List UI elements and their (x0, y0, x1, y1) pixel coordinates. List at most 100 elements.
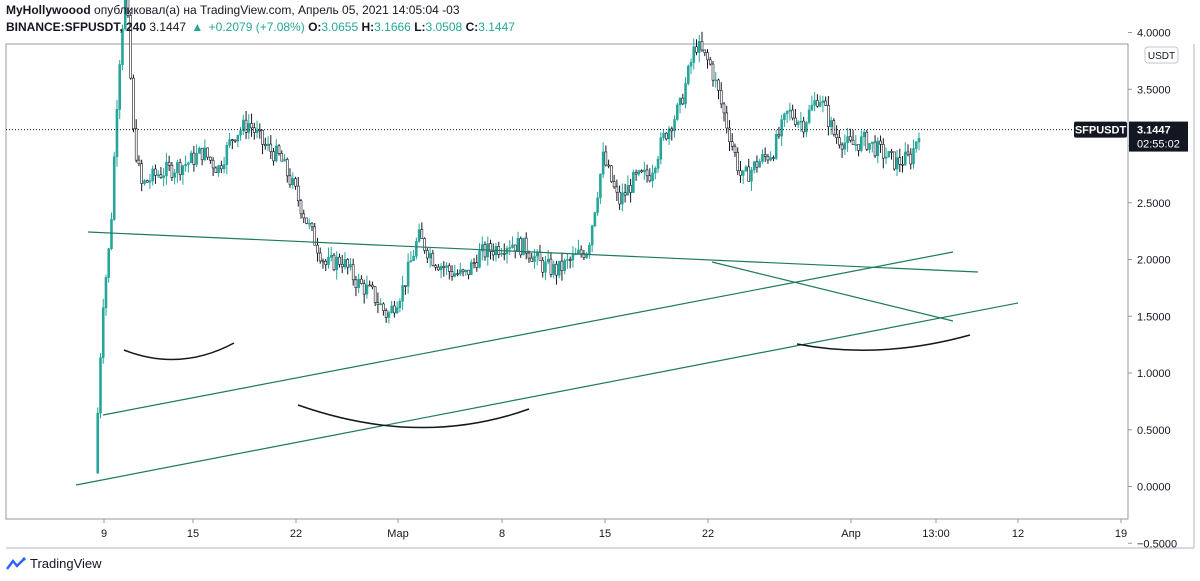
candle-up (860, 136, 863, 151)
candle-down (901, 164, 904, 166)
author-name[interactable]: MyHollywoood (6, 3, 91, 17)
candle-up (96, 412, 100, 474)
x-tick-label: 22 (290, 528, 302, 540)
candle-down (206, 147, 209, 158)
candle-down (794, 117, 797, 125)
candle-up (656, 158, 660, 169)
candle-down (220, 165, 223, 170)
x-tick-label: 8 (499, 528, 505, 540)
candle-down (700, 41, 704, 51)
close-label: C: (465, 20, 479, 34)
brand-label: TradingView (30, 556, 102, 571)
candle-up (744, 166, 748, 172)
candle-down (467, 269, 470, 276)
candle-up (692, 46, 696, 63)
candle-down (711, 63, 715, 81)
candle-up (774, 134, 778, 159)
candle-up (395, 307, 399, 314)
candle-up (187, 162, 190, 165)
curve-drawing (297, 404, 530, 429)
candle-up (412, 255, 415, 261)
candle-down (472, 262, 476, 264)
candle-up (329, 254, 333, 258)
high-value: 3.1666 (374, 20, 411, 34)
candle-up (335, 256, 339, 271)
candle-down (261, 129, 264, 145)
y-tick-label: 1.0000 (1137, 368, 1171, 380)
candle-up (236, 134, 240, 142)
candle-up (104, 277, 108, 309)
candle-down (351, 264, 355, 281)
candle-down (340, 263, 344, 268)
candle-down (610, 165, 613, 182)
candle-down (772, 157, 775, 159)
candle-up (895, 157, 899, 170)
ohlc-legend: BINANCE:SFPUSDT, 240 3.1447 ▲ +0.2079 (+… (6, 20, 515, 34)
candle-up (566, 259, 569, 261)
candle-down (681, 97, 685, 105)
candle-up (387, 312, 391, 318)
candle-up (796, 121, 800, 125)
symbol-tag-label: SFPUSDT (1075, 125, 1127, 137)
candle-down (722, 103, 726, 114)
candle-up (805, 122, 808, 133)
candle-down (126, 0, 130, 16)
candle-up (203, 147, 207, 161)
candle-down (483, 244, 487, 258)
candle-down (849, 136, 852, 141)
candle-down (728, 127, 731, 142)
candle-down (376, 302, 380, 305)
candle-down (827, 105, 830, 127)
candle-down (802, 120, 805, 133)
candle-down (420, 229, 424, 239)
candle-up (654, 168, 657, 174)
candle-up (516, 238, 520, 252)
candle-up (165, 161, 168, 177)
candle-down (209, 156, 212, 161)
candle-up (601, 151, 605, 175)
candle-down (170, 164, 174, 178)
candle-up (428, 253, 432, 259)
candle-down (865, 131, 869, 150)
candle-down (706, 52, 709, 61)
candle-up (508, 247, 512, 249)
candle-down (305, 217, 308, 224)
candle-up (914, 141, 918, 149)
candle-up (239, 130, 242, 136)
y-tick-label: 2.0000 (1137, 255, 1171, 267)
candle-up (585, 253, 588, 258)
candle-down (538, 251, 542, 261)
candle-up (854, 144, 858, 146)
candle-up (107, 248, 111, 278)
candle-up (478, 250, 481, 268)
candle-up (785, 110, 789, 115)
candle-up (684, 83, 687, 105)
tradingview-footer[interactable]: TradingView (6, 556, 102, 571)
candle-up (678, 97, 682, 106)
candle-down (840, 144, 844, 150)
candle-up (101, 307, 105, 359)
candle-up (563, 260, 566, 271)
candle-up (439, 266, 443, 271)
candle-down (132, 77, 135, 129)
candle-down (250, 123, 253, 129)
candle-down (448, 265, 451, 272)
candle-up (599, 173, 602, 199)
y-tick-label: 1.5000 (1137, 311, 1171, 323)
trend-line (102, 251, 954, 416)
candle-down (354, 279, 358, 289)
candle-down (371, 284, 374, 288)
tradingview-logo-icon (6, 556, 26, 570)
candle-down (634, 172, 638, 175)
candle-up (651, 172, 654, 182)
candle-down (502, 253, 506, 255)
candle-down (766, 156, 770, 161)
candle-down (640, 170, 643, 173)
candle-down (154, 168, 157, 176)
candle-down (513, 244, 517, 252)
y-tick-label: 4.0000 (1137, 28, 1171, 40)
y-tick-label: 2.5000 (1137, 198, 1171, 210)
candle-up (401, 285, 404, 302)
candle-down (755, 161, 759, 168)
